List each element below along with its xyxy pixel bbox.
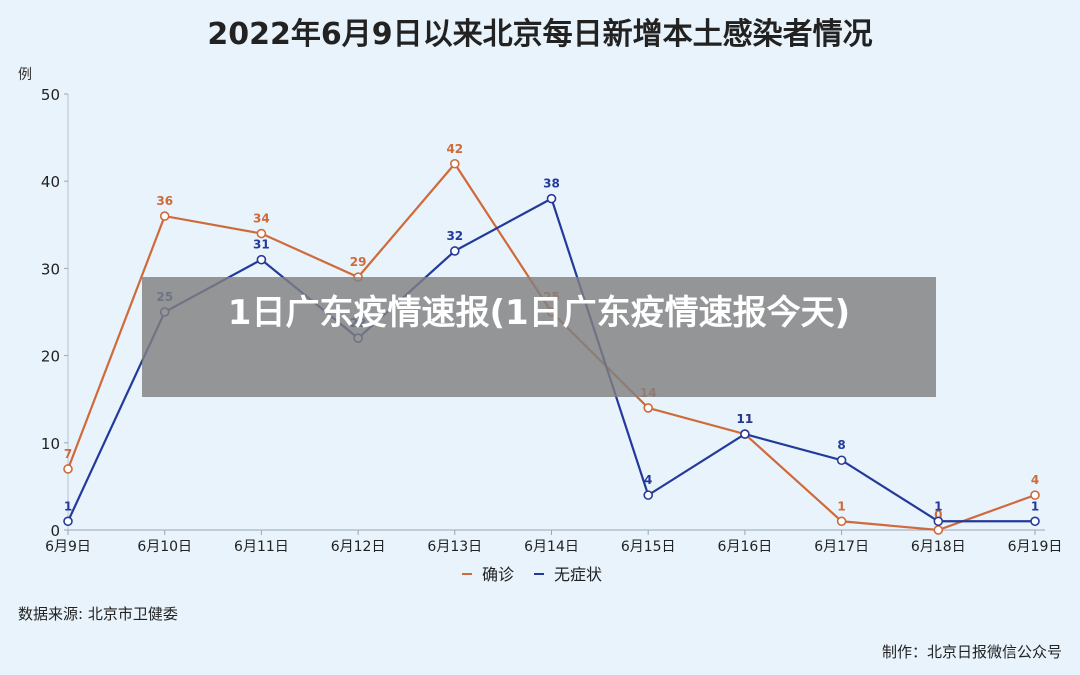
y-tick-label: 30 [41, 260, 60, 278]
data-point [836, 455, 847, 466]
x-tick-label: 6月17日 [814, 539, 869, 555]
x-tick-label: 6月16日 [718, 539, 773, 555]
data-label: 1 [1031, 499, 1039, 513]
data-point [643, 403, 654, 413]
data-point [256, 254, 267, 265]
data-label: 11 [737, 412, 754, 426]
data-point [1030, 516, 1040, 527]
data-label: 31 [253, 238, 270, 252]
data-label: 38 [543, 177, 560, 191]
data-label: 1 [934, 499, 942, 513]
data-point [63, 464, 73, 474]
legend: 确诊 无症状 [462, 565, 602, 584]
data-label: 36 [156, 194, 173, 208]
x-tick-label: 6月11日 [234, 539, 289, 555]
legend-label: 确诊 [482, 565, 514, 584]
data-label: 1 [837, 499, 845, 513]
x-tick-label: 6月18日 [911, 539, 966, 555]
data-label: 34 [253, 212, 270, 226]
overlay-banner: 1日广东疫情速报(1日广东疫情速报今天) [142, 277, 936, 397]
x-tick-label: 6月14日 [524, 539, 579, 555]
data-label: 32 [446, 229, 463, 243]
data-label: 8 [837, 438, 845, 452]
y-tick-label: 40 [41, 173, 60, 191]
y-tick-label: 20 [41, 348, 60, 366]
data-point [643, 490, 654, 500]
data-point [63, 516, 73, 527]
data-label: 1 [64, 499, 72, 513]
data-point [933, 516, 944, 527]
x-tick-label: 6月15日 [621, 539, 676, 555]
x-tick-label: 6月12日 [331, 539, 386, 555]
credit-note: 制作：北京日报微信公众号 [882, 643, 1062, 661]
y-tick-label: 0 [50, 522, 60, 540]
data-label: 4 [1031, 473, 1039, 487]
data-point [836, 516, 847, 527]
data-point [449, 246, 460, 256]
data-point [159, 211, 170, 221]
data-point [546, 193, 557, 204]
data-point [449, 158, 460, 169]
x-tick-label: 6月10日 [137, 539, 192, 555]
axes [64, 93, 1045, 535]
data-label: 4 [644, 473, 652, 487]
data-label: 7 [64, 447, 72, 461]
x-tick-label: 6月19日 [1008, 539, 1063, 555]
chart-title: 2022年6月9日以来北京每日新增本土感染者情况 [207, 17, 872, 52]
data-point [1030, 490, 1040, 500]
data-label: 42 [446, 142, 463, 156]
data-point [933, 525, 944, 535]
y-tick-label: 50 [41, 86, 60, 104]
data-point [740, 429, 750, 439]
data-label: 0 [934, 508, 942, 522]
legend-label: 无症状 [554, 565, 602, 584]
data-label: 29 [350, 255, 367, 269]
y-axis-unit-label: 例 [18, 67, 32, 83]
x-tick-label: 6月13日 [427, 539, 482, 555]
data-label: 11 [737, 412, 754, 426]
x-tick-label: 6月9日 [45, 539, 91, 555]
data-source-note: 数据来源: 北京市卫健委 [18, 605, 178, 623]
y-tick-label: 10 [41, 435, 60, 453]
data-point [256, 228, 267, 239]
